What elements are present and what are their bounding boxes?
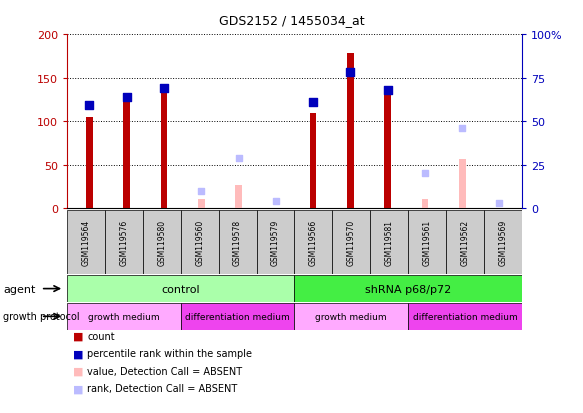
Text: GSM119581: GSM119581	[385, 220, 394, 266]
Text: GSM119564: GSM119564	[82, 220, 90, 266]
Bar	[219, 211, 257, 275]
Text: rank, Detection Call = ABSENT: rank, Detection Call = ABSENT	[87, 383, 238, 393]
Bar	[294, 211, 332, 275]
Text: ■: ■	[73, 349, 83, 358]
Bar	[257, 211, 294, 275]
Bar	[86, 117, 93, 209]
Point	[495, 200, 504, 206]
Text: growth medium: growth medium	[315, 312, 387, 321]
Bar	[310, 114, 317, 209]
Text: GSM119580: GSM119580	[157, 220, 166, 266]
Text: GSM119566: GSM119566	[309, 220, 318, 266]
Point	[308, 100, 318, 106]
Bar	[67, 275, 294, 302]
Bar	[446, 211, 484, 275]
Text: GSM119578: GSM119578	[233, 220, 242, 266]
Bar	[294, 275, 522, 302]
Point	[85, 103, 94, 109]
Text: percentile rank within the sample: percentile rank within the sample	[87, 349, 252, 358]
Text: GDS2152 / 1455034_at: GDS2152 / 1455034_at	[219, 14, 364, 27]
Bar	[459, 159, 465, 209]
Bar	[235, 185, 242, 209]
Bar	[484, 211, 522, 275]
Text: GSM119569: GSM119569	[498, 220, 507, 266]
Text: count: count	[87, 331, 115, 341]
Text: ■: ■	[73, 331, 83, 341]
Text: differentiation medium: differentiation medium	[413, 312, 517, 321]
Text: shRNA p68/p72: shRNA p68/p72	[365, 284, 451, 294]
Text: GSM119560: GSM119560	[195, 220, 204, 266]
Text: GSM119579: GSM119579	[271, 220, 280, 266]
Bar	[370, 211, 408, 275]
Text: GSM119576: GSM119576	[120, 220, 128, 266]
Bar	[181, 303, 294, 330]
Point	[196, 188, 206, 195]
Bar	[181, 211, 219, 275]
Bar	[347, 54, 354, 209]
Bar	[160, 90, 167, 209]
Bar	[67, 211, 105, 275]
Bar	[422, 200, 429, 209]
Text: GSM119561: GSM119561	[423, 220, 431, 266]
Point	[159, 85, 168, 92]
Text: GSM119562: GSM119562	[461, 220, 469, 266]
Text: ■: ■	[73, 366, 83, 376]
Bar	[105, 211, 143, 275]
Text: value, Detection Call = ABSENT: value, Detection Call = ABSENT	[87, 366, 243, 376]
Bar	[408, 211, 446, 275]
Bar	[143, 211, 181, 275]
Text: growth protocol: growth protocol	[3, 311, 79, 322]
Bar	[198, 200, 205, 209]
Text: GSM119570: GSM119570	[347, 220, 356, 266]
Bar	[124, 103, 130, 209]
Text: differentiation medium: differentiation medium	[185, 312, 290, 321]
Bar	[384, 93, 391, 209]
Text: ■: ■	[73, 383, 83, 393]
Text: growth medium: growth medium	[88, 312, 160, 321]
Bar	[332, 211, 370, 275]
Bar	[294, 303, 408, 330]
Point	[234, 155, 243, 161]
Point	[271, 198, 280, 205]
Text: agent: agent	[3, 284, 36, 294]
Point	[383, 87, 392, 94]
Bar	[408, 303, 522, 330]
Point	[420, 171, 430, 177]
Text: control: control	[161, 284, 200, 294]
Bar	[67, 303, 181, 330]
Point	[122, 94, 131, 101]
Point	[458, 126, 467, 132]
Point	[346, 70, 355, 76]
